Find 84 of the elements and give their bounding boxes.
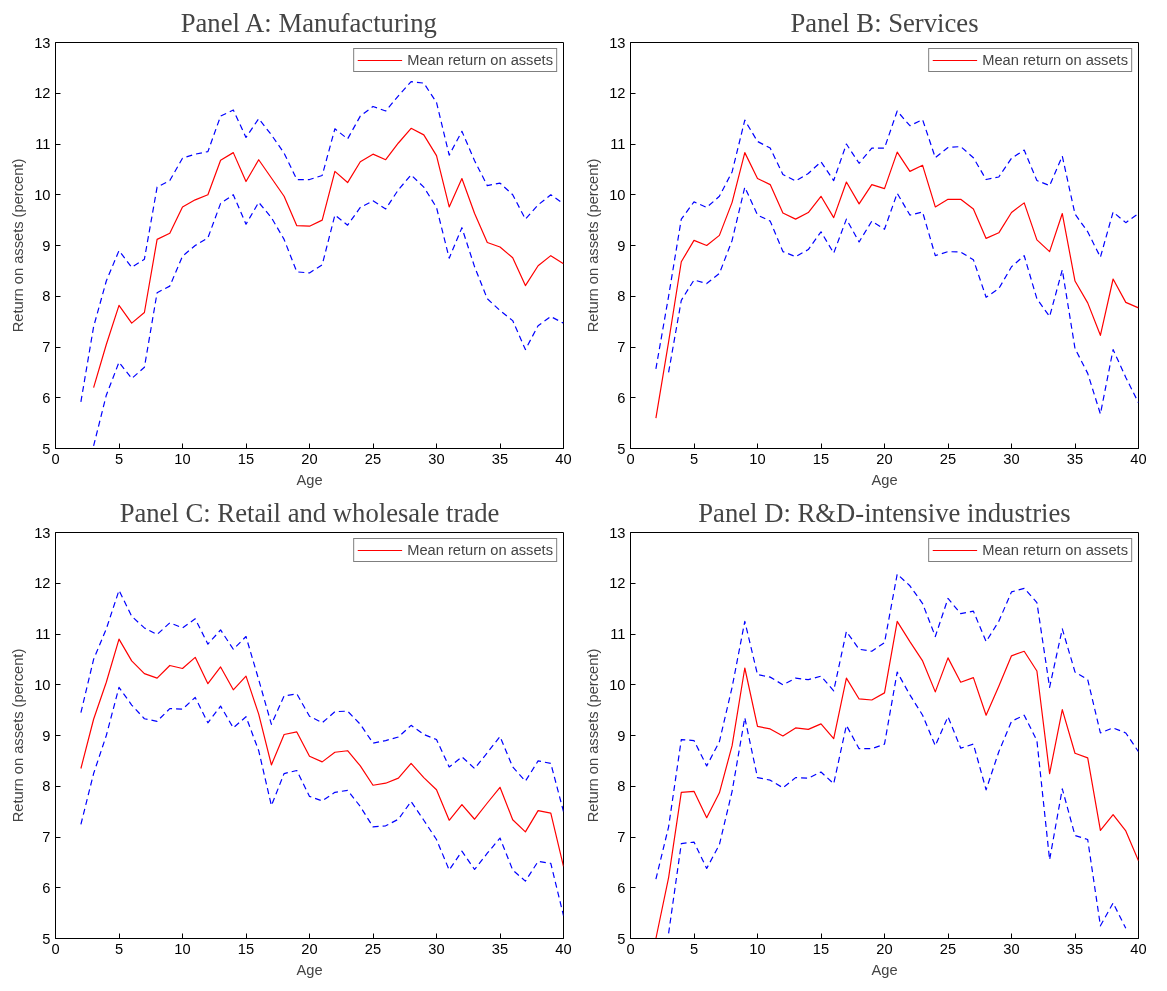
y-tick-label: 10 [609,186,626,203]
y-tick-label: 6 [42,879,51,896]
x-tick-label: 40 [1130,940,1147,957]
x-axis-title: Age [871,961,898,978]
y-tick-label: 11 [35,626,51,642]
y-tick-label: 13 [34,34,51,51]
y-axis-title: Return on assets (percent) [10,648,27,823]
y-tick-label: 11 [610,626,626,642]
x-tick-label: 30 [428,450,445,467]
y-tick-label: 12 [609,85,626,102]
legend-label: Mean return on assets [407,542,553,558]
y-tick-label: 8 [617,778,626,795]
x-tick-label: 10 [174,450,191,467]
y-tick-label: 6 [617,879,626,896]
x-tick-label: 5 [114,940,124,957]
y-tick-label: 8 [42,778,51,795]
y-tick-label: 13 [609,524,626,541]
x-tick-label: 40 [555,450,572,467]
x-axis-title: Age [296,471,323,488]
y-tick-label: 7 [42,339,51,355]
y-tick-label: 9 [617,727,626,744]
y-tick-label: 12 [34,575,51,592]
y-axis-title: Return on assets (percent) [10,158,27,333]
x-tick-label: 0 [51,940,60,957]
y-tick-label: 10 [609,676,626,693]
chart-title: Panel B: Services [790,7,979,38]
x-tick-label: 35 [1066,450,1084,467]
y-tick-label: 7 [617,339,626,355]
y-tick-label: 8 [42,288,51,305]
x-tick-label: 15 [237,450,255,467]
x-tick-label: 25 [364,450,382,467]
x-tick-label: 20 [876,450,893,467]
x-tick-label: 10 [749,450,766,467]
chart-title: Panel A: Manufacturing [180,7,437,38]
y-tick-label: 8 [617,288,626,305]
y-tick-label: 10 [34,186,51,203]
x-tick-label: 15 [237,940,255,957]
x-axis-title: Age [871,471,898,488]
y-tick-label: 12 [609,575,626,592]
x-tick-label: 5 [689,450,699,467]
y-tick-label: 7 [617,829,626,845]
legend-label: Mean return on assets [982,542,1128,558]
x-tick-label: 25 [364,940,382,957]
chart-title: Panel D: R&D-intensive industries [698,497,1071,528]
x-tick-label: 30 [428,940,445,957]
y-tick-label: 10 [34,676,51,693]
x-tick-label: 30 [1003,450,1020,467]
x-tick-label: 10 [749,940,766,957]
y-tick-label: 9 [617,237,626,254]
x-tick-label: 0 [626,450,635,467]
legend-label: Mean return on assets [982,52,1128,68]
y-tick-label: 9 [42,237,51,254]
x-tick-label: 10 [174,940,191,957]
x-tick-label: 35 [1066,940,1084,957]
y-tick-label: 9 [42,727,51,744]
y-tick-label: 6 [42,389,51,406]
y-axis-title: Return on assets (percent) [585,648,602,823]
x-tick-label: 25 [939,450,957,467]
y-tick-label: 13 [34,524,51,541]
x-tick-label: 5 [114,450,124,467]
x-tick-label: 35 [491,940,509,957]
x-tick-label: 35 [491,450,509,467]
x-tick-label: 20 [876,940,893,957]
legend-label: Mean return on assets [407,52,553,68]
x-axis-title: Age [296,961,323,978]
y-tick-label: 11 [35,136,51,152]
x-tick-label: 30 [1003,940,1020,957]
y-tick-label: 13 [609,34,626,51]
x-tick-label: 40 [1130,450,1147,467]
x-tick-label: 5 [689,940,699,957]
y-tick-label: 7 [42,829,51,845]
x-tick-label: 40 [555,940,572,957]
x-tick-label: 0 [626,940,635,957]
x-tick-label: 25 [939,940,957,957]
chart-title: Panel C: Retail and wholesale trade [119,497,500,528]
y-tick-label: 11 [610,136,626,152]
y-tick-label: 6 [617,389,626,406]
x-tick-label: 20 [301,450,318,467]
x-tick-label: 0 [51,450,60,467]
x-tick-label: 15 [812,940,830,957]
y-axis-title: Return on assets (percent) [585,158,602,333]
y-tick-label: 12 [34,85,51,102]
x-tick-label: 15 [812,450,830,467]
x-tick-label: 20 [301,940,318,957]
